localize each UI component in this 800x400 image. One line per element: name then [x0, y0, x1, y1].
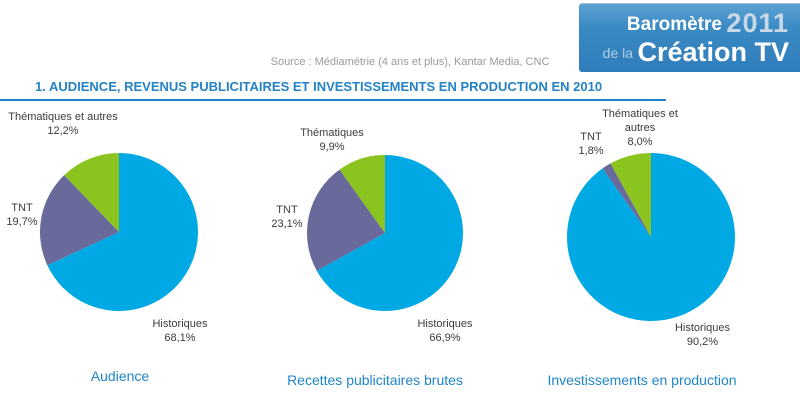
barometre-logo: Baromètre 2011 de la Création TV	[579, 3, 800, 72]
label-value: 1,8%	[578, 144, 604, 157]
pie-slice-recettes-publicitaires-tnt	[307, 169, 385, 271]
pie-slice-recettes-publicitaires-historiques	[316, 155, 464, 311]
label-investissements-tnt: TNT 1,8%	[566, 131, 616, 159]
pie-slice-investissements-production-th-matiques-et-autres	[610, 153, 651, 237]
logo-barometre-text: Baromètre	[626, 14, 722, 35]
label-value: 19,7%	[6, 215, 38, 228]
label-recettes-tnt: TNT 23,1%	[257, 204, 317, 232]
pie-slice-recettes-publicitaires-th-matiques	[339, 155, 385, 233]
source-text: Source : Médiamétrie (4 ans et plus), Ka…	[270, 56, 550, 68]
pie-chart-investissements	[566, 153, 735, 321]
label-text: Historiques	[417, 318, 473, 330]
pie-slice-audience-historiques	[47, 153, 198, 311]
pie-slice-investissements-production-tnt	[602, 163, 651, 237]
pie-slice-audience-th-matiques-et-autres	[64, 153, 119, 232]
caption-recettes-publicitaires: Recettes publicitaires brutes	[287, 372, 463, 388]
label-value: 8,0%	[627, 135, 653, 148]
label-text: Thématiques et autres	[8, 111, 118, 123]
pie-slice-audience-tnt	[40, 175, 120, 266]
label-text: Historiques	[674, 322, 731, 334]
label-value: 12,2%	[47, 124, 79, 137]
logo-line-2: de la Création TV	[579, 39, 789, 66]
label-investissements-thematiques: Thématiques et autres 8,0%	[595, 108, 685, 149]
label-text: Thématiques	[300, 127, 364, 139]
label-text: TNT	[580, 131, 602, 143]
label-audience-historiques: Historiques 68,1%	[140, 318, 220, 346]
logo-dela-text: de la	[602, 45, 634, 61]
section-title: 1. AUDIENCE, REVENUS PUBLICITAIRES ET IN…	[35, 79, 603, 94]
label-value: 68,1%	[164, 331, 196, 344]
label-audience-tnt: TNT 19,7%	[0, 202, 44, 230]
label-value: 66,9%	[429, 331, 461, 344]
label-text: Historiques	[152, 318, 208, 330]
label-investissements-historiques: Historiques 90,2%	[660, 322, 745, 350]
label-recettes-historiques: Historiques 66,9%	[405, 318, 485, 346]
pie-chart-recettes-publicitaires	[307, 155, 464, 311]
caption-audience: Audience	[90, 368, 150, 384]
label-value: 23,1%	[271, 217, 303, 230]
label-audience-thematiques: Thématiques et autres 12,2%	[8, 111, 118, 139]
logo-line-1: Baromètre 2011	[579, 10, 789, 37]
caption-investissements: Investissements en production	[547, 372, 737, 388]
logo-year-text: 2011	[726, 8, 789, 38]
label-text: TNT	[276, 204, 298, 216]
pie-chart-audience	[40, 153, 198, 311]
label-text: TNT	[11, 202, 33, 214]
logo-creation-tv-text: Création TV	[637, 37, 789, 67]
label-recettes-thematiques: Thématiques 9,9%	[292, 127, 372, 155]
label-value: 9,9%	[319, 140, 345, 153]
section-title-bar: 1. AUDIENCE, REVENUS PUBLICITAIRES ET IN…	[0, 78, 666, 101]
pie-slice-investissements-production-historiques	[566, 153, 735, 321]
label-text: Thématiques et autres	[602, 108, 678, 134]
label-value: 90,2%	[686, 335, 719, 348]
